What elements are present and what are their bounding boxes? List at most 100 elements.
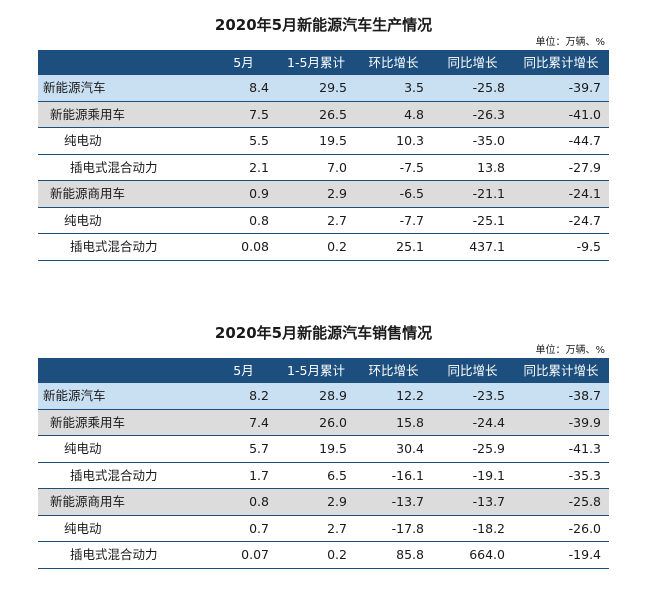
column-header: 环比增长 (355, 50, 432, 75)
value-cell: 10.3 (355, 127, 432, 155)
row-label: 纯电动 (38, 207, 210, 234)
row-label: 纯电动 (38, 127, 210, 155)
value-cell: 8.2 (210, 383, 277, 410)
table-row: 新能源汽车 8.4 29.5 3.5 -25.8 -39.7 (38, 75, 609, 102)
value-cell: 19.5 (277, 127, 355, 155)
value-cell: 3.5 (355, 75, 432, 102)
value-cell: 25.1 (355, 233, 432, 261)
value-cell: -41.0 (513, 101, 609, 128)
table-row: 新能源商用车 0.8 2.9 -13.7 -13.7 -25.8 (38, 488, 609, 516)
row-label: 插电式混合动力 (38, 541, 210, 569)
column-header (38, 50, 210, 75)
value-cell: 2.7 (277, 515, 355, 542)
column-header: 同比增长 (432, 50, 513, 75)
value-cell: -44.7 (513, 127, 609, 155)
value-cell: 437.1 (432, 233, 513, 261)
column-header: 1-5月累计 (277, 358, 355, 383)
table-row: 插电式混合动力 0.08 0.2 25.1 437.1 -9.5 (38, 233, 609, 261)
value-cell: 664.0 (432, 541, 513, 569)
sales-section: 2020年5月新能源汽车销售情况 单位：万辆、% 5月 1-5月累计 环比增长 同比增… (38, 322, 609, 569)
value-cell: -19.1 (432, 462, 513, 489)
value-cell: 19.5 (277, 435, 355, 463)
table-row: 纯电动 0.8 2.7 -7.7 -25.1 -24.7 (38, 207, 609, 234)
column-header: 同比累计增长 (513, 358, 609, 383)
value-cell: -26.0 (513, 515, 609, 542)
value-cell: 6.5 (277, 462, 355, 489)
column-header: 1-5月累计 (277, 50, 355, 75)
value-cell: 0.07 (210, 541, 277, 569)
value-cell: 0.2 (277, 233, 355, 261)
value-cell: -21.1 (432, 180, 513, 208)
column-header: 5月 (210, 358, 277, 383)
production-title: 2020年5月新能源汽车生产情况 (214, 16, 433, 34)
value-cell: 28.9 (277, 383, 355, 410)
value-cell: 0.08 (210, 233, 277, 261)
column-header: 同比增长 (432, 358, 513, 383)
column-header: 环比增长 (355, 358, 432, 383)
value-cell: 1.7 (210, 462, 277, 489)
table-row: 纯电动 0.7 2.7 -17.8 -18.2 -26.0 (38, 515, 609, 542)
value-cell: 8.4 (210, 75, 277, 102)
table-row: 插电式混合动力 1.7 6.5 -16.1 -19.1 -35.3 (38, 462, 609, 489)
value-cell: -39.7 (513, 75, 609, 102)
value-cell: -39.9 (513, 409, 609, 436)
row-label: 插电式混合动力 (38, 154, 210, 181)
value-cell: 5.7 (210, 435, 277, 463)
row-label: 纯电动 (38, 435, 210, 463)
value-cell: -25.8 (513, 488, 609, 516)
sales-title: 2020年5月新能源汽车销售情况 (214, 324, 433, 342)
value-cell: -24.4 (432, 409, 513, 436)
table-row: 新能源汽车 8.2 28.9 12.2 -23.5 -38.7 (38, 383, 609, 410)
value-cell: -24.1 (513, 180, 609, 208)
value-cell: -38.7 (513, 383, 609, 410)
row-label: 纯电动 (38, 515, 210, 542)
table-row: 纯电动 5.5 19.5 10.3 -35.0 -44.7 (38, 127, 609, 155)
production-section: 2020年5月新能源汽车生产情况 单位：万辆、% 5月 1-5月累计 环比增长 同比增… (38, 14, 609, 261)
value-cell: -35.0 (432, 127, 513, 155)
value-cell: -18.2 (432, 515, 513, 542)
value-cell: 0.8 (210, 488, 277, 516)
sales-table: 5月 1-5月累计 环比增长 同比增长 同比累计增长 新能源汽车 8.2 28.9 12.2-… (38, 358, 609, 569)
value-cell: -16.1 (355, 462, 432, 489)
column-header (38, 358, 210, 383)
value-cell: 0.2 (277, 541, 355, 569)
row-label: 新能源商用车 (38, 488, 210, 516)
column-header: 同比累计增长 (513, 50, 609, 75)
value-cell: 29.5 (277, 75, 355, 102)
value-cell: 30.4 (355, 435, 432, 463)
row-label: 新能源汽车 (38, 75, 210, 102)
value-cell: -41.3 (513, 435, 609, 463)
value-cell: -25.1 (432, 207, 513, 234)
value-cell: -17.8 (355, 515, 432, 542)
row-label: 插电式混合动力 (38, 233, 210, 261)
value-cell: 7.5 (210, 101, 277, 128)
value-cell: 0.8 (210, 207, 277, 234)
value-cell: 26.0 (277, 409, 355, 436)
value-cell: 85.8 (355, 541, 432, 569)
value-cell: 7.0 (277, 154, 355, 181)
value-cell: 2.7 (277, 207, 355, 234)
value-cell: -23.5 (432, 383, 513, 410)
row-label: 新能源乘用车 (38, 409, 210, 436)
value-cell: 2.9 (277, 488, 355, 516)
table-row: 插电式混合动力 0.07 0.2 85.8 664.0 -19.4 (38, 541, 609, 569)
value-cell: 12.2 (355, 383, 432, 410)
table-row: 插电式混合动力 2.1 7.0 -7.5 13.8 -27.9 (38, 154, 609, 181)
value-cell: -7.5 (355, 154, 432, 181)
value-cell: -25.9 (432, 435, 513, 463)
row-label: 插电式混合动力 (38, 462, 210, 489)
value-cell: 4.8 (355, 101, 432, 128)
value-cell: 26.5 (277, 101, 355, 128)
value-cell: 0.7 (210, 515, 277, 542)
value-cell: -35.3 (513, 462, 609, 489)
value-cell: -6.5 (355, 180, 432, 208)
table-row: 新能源商用车 0.9 2.9 -6.5 -21.1 -24.1 (38, 180, 609, 208)
value-cell: -13.7 (432, 488, 513, 516)
value-cell: 7.4 (210, 409, 277, 436)
header-row: 5月 1-5月累计 环比增长 同比增长 同比累计增长 (38, 358, 609, 383)
value-cell: 2.1 (210, 154, 277, 181)
row-label: 新能源乘用车 (38, 101, 210, 128)
production-unit: 单位：万辆、% (535, 37, 605, 48)
value-cell: -24.7 (513, 207, 609, 234)
table-row: 新能源乘用车 7.5 26.5 4.8 -26.3 -41.0 (38, 101, 609, 128)
